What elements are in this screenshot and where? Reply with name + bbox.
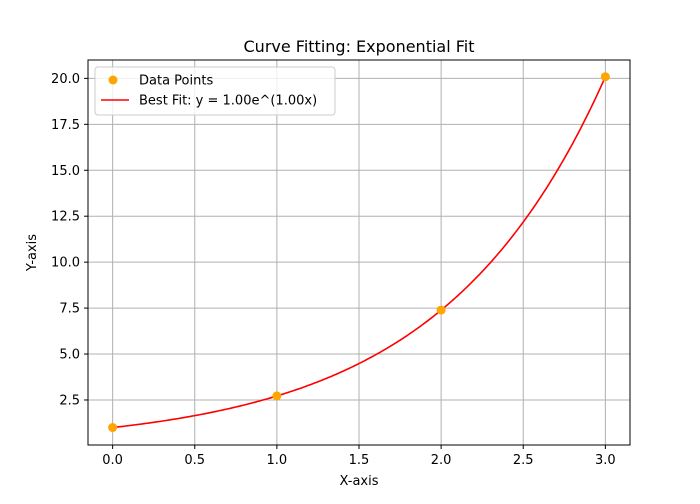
data-point bbox=[272, 391, 282, 401]
data-point bbox=[436, 305, 446, 315]
x-tick-label: 3.0 bbox=[595, 453, 616, 468]
x-axis-title: X-axis bbox=[340, 474, 379, 489]
x-tick-label: 2.5 bbox=[513, 453, 534, 468]
data-point bbox=[108, 423, 118, 433]
y-tick-label: 2.5 bbox=[59, 393, 80, 408]
chart-title: Curve Fitting: Exponential Fit bbox=[244, 37, 475, 56]
legend-marker-data-points bbox=[108, 75, 118, 85]
axis-ticks: 0.0 0.5 1.0 1.5 2.0 2.5 3.0 2.5 5.0 7.5 10.0 12.5 15… bbox=[51, 72, 616, 468]
x-tick-label: 1.0 bbox=[267, 453, 288, 468]
grid-lines bbox=[88, 60, 630, 445]
y-tick-label: 20.0 bbox=[51, 72, 80, 87]
legend: Data Points Best Fit: y = 1.00e^(1.00x) bbox=[94, 66, 336, 116]
x-tick-label: 0.0 bbox=[102, 453, 123, 468]
y-axis-title: Y-axis bbox=[25, 234, 40, 272]
legend-box bbox=[94, 66, 336, 116]
y-tick-label: 10.0 bbox=[51, 256, 80, 271]
legend-label-best-fit: Best Fit: y = 1.00e^(1.00x) bbox=[139, 94, 317, 109]
x-tick-label: 2.0 bbox=[431, 453, 452, 468]
x-tick-label: 1.5 bbox=[349, 453, 370, 468]
data-point bbox=[600, 72, 610, 82]
y-tick-label: 5.0 bbox=[59, 348, 80, 363]
y-tick-label: 7.5 bbox=[59, 302, 80, 317]
y-tick-label: 15.0 bbox=[51, 164, 80, 179]
best-fit-curve bbox=[112, 76, 607, 429]
y-tick-label: 12.5 bbox=[51, 210, 80, 225]
legend-label-data-points: Data Points bbox=[139, 74, 213, 89]
plot-series bbox=[108, 72, 610, 433]
x-tick-label: 0.5 bbox=[184, 453, 205, 468]
y-tick-label: 17.5 bbox=[51, 118, 80, 133]
